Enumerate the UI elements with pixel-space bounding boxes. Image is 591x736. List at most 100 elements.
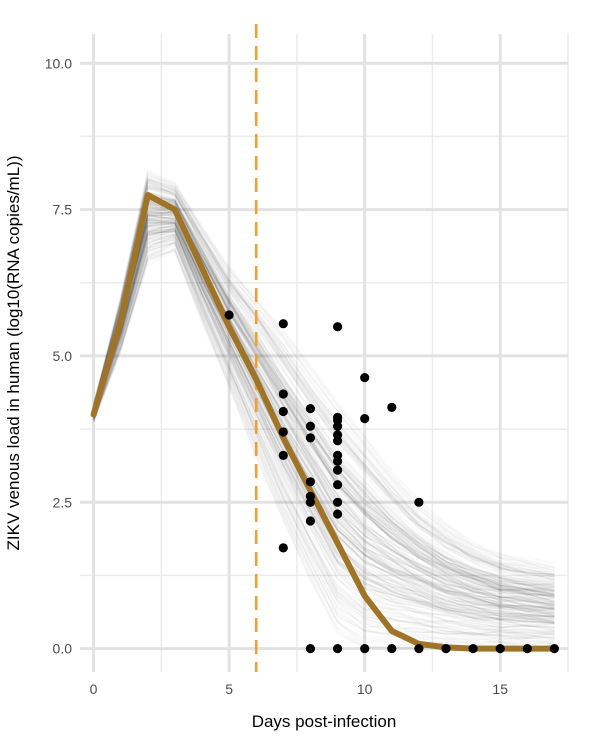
simulated-trajectory — [92, 221, 555, 610]
simulated-trajectory — [92, 196, 555, 589]
simulated-trajectory — [92, 213, 555, 610]
simulated-trajectory — [92, 220, 555, 615]
simulated-trajectory — [92, 210, 555, 600]
simulated-trajectory — [92, 209, 555, 607]
data-point — [333, 509, 343, 519]
simulated-trajectory — [92, 195, 555, 593]
data-point — [278, 406, 288, 417]
simulated-trajectory — [92, 219, 555, 611]
simulated-trajectory — [92, 201, 555, 592]
simulated-trajectory — [92, 211, 555, 605]
x-tick-label: 5 — [225, 681, 233, 697]
simulated-trajectory — [92, 228, 555, 624]
simulated-trajectory — [92, 221, 555, 620]
simulated-trajectory — [92, 214, 555, 610]
simulated-trajectory — [92, 194, 555, 592]
data-point — [522, 644, 532, 654]
y-tick-label: 0.0 — [53, 641, 73, 657]
simulated-trajectory — [92, 210, 555, 608]
simulated-trajectory — [92, 212, 555, 606]
simulated-trajectory — [92, 233, 555, 629]
data-point — [333, 497, 343, 507]
data-point — [305, 516, 315, 526]
simulated-trajectory — [92, 217, 555, 614]
data-point — [278, 543, 288, 553]
data-point — [333, 465, 343, 475]
observation-points — [224, 310, 560, 654]
y-axis-title: ZIKV venous load in human (log10(RNA cop… — [4, 156, 23, 551]
data-point — [305, 421, 315, 431]
simulated-trajectory — [92, 198, 555, 592]
data-point — [305, 477, 315, 487]
simulated-trajectory — [92, 228, 555, 624]
simulated-trajectory — [92, 227, 555, 624]
data-point — [333, 480, 343, 490]
simulated-trajectory — [92, 220, 555, 615]
data-point — [414, 497, 424, 507]
simulated-trajectory — [92, 213, 555, 610]
x-tick-label: 15 — [492, 681, 508, 697]
grid — [80, 34, 569, 672]
data-point — [360, 414, 370, 424]
simulated-trajectory — [92, 218, 555, 617]
data-point — [414, 644, 424, 654]
simulated-trajectory — [92, 221, 555, 612]
simulated-trajectory — [92, 215, 555, 611]
data-point — [224, 310, 234, 320]
data-point — [333, 436, 343, 446]
simulated-trajectory — [92, 210, 555, 604]
simulated-trajectory — [92, 200, 555, 596]
data-point — [441, 644, 451, 654]
simulated-trajectory — [92, 200, 555, 593]
data-point — [387, 402, 397, 412]
data-point — [278, 389, 288, 399]
simulated-trajectory — [92, 211, 555, 604]
data-point — [305, 644, 315, 654]
simulated-trajectory — [92, 207, 555, 603]
data-point — [495, 644, 505, 654]
simulated-trajectory — [92, 219, 555, 613]
x-tick-label: 10 — [357, 681, 373, 697]
simulated-trajectory — [92, 229, 555, 624]
data-point — [549, 644, 560, 654]
data-point — [278, 450, 288, 460]
simulated-trajectory — [92, 216, 555, 609]
simulated-trajectory — [92, 200, 555, 592]
simulated-trajectory — [92, 229, 555, 624]
simulated-trajectory — [92, 228, 555, 625]
simulated-trajectory — [92, 230, 555, 621]
data-point — [278, 319, 288, 329]
data-point — [333, 644, 343, 654]
simulated-trajectory — [92, 217, 555, 608]
simulated-trajectory — [92, 221, 555, 616]
data-point — [278, 427, 288, 437]
data-point — [360, 644, 370, 654]
simulated-trajectory — [92, 226, 555, 625]
data-point — [360, 373, 370, 383]
simulated-trajectory — [92, 228, 555, 624]
simulated-trajectory — [92, 216, 555, 613]
axes: 0 5 10 15 0.0 2.5 5.0 7.5 10.0 — [45, 55, 508, 697]
simulated-trajectory — [92, 226, 555, 623]
simulated-trajectory — [92, 214, 555, 610]
y-tick-label: 7.5 — [53, 202, 73, 218]
simulated-trajectory — [92, 195, 555, 595]
data-point — [333, 415, 343, 425]
y-tick-label: 5.0 — [53, 348, 73, 364]
simulated-trajectory — [92, 230, 555, 625]
x-tick-label: 0 — [90, 681, 98, 697]
x-axis-title: Days post-infection — [252, 712, 397, 731]
simulated-trajectory — [92, 198, 555, 588]
simulated-trajectory — [92, 230, 555, 624]
data-point — [305, 433, 315, 443]
simulated-trajectory — [92, 213, 555, 604]
simulated-trajectory — [92, 205, 555, 603]
data-point — [305, 404, 315, 414]
simulated-trajectory — [92, 233, 555, 629]
simulated-trajectory — [92, 210, 555, 608]
data-point — [333, 322, 343, 332]
simulated-trajectory — [92, 211, 555, 606]
